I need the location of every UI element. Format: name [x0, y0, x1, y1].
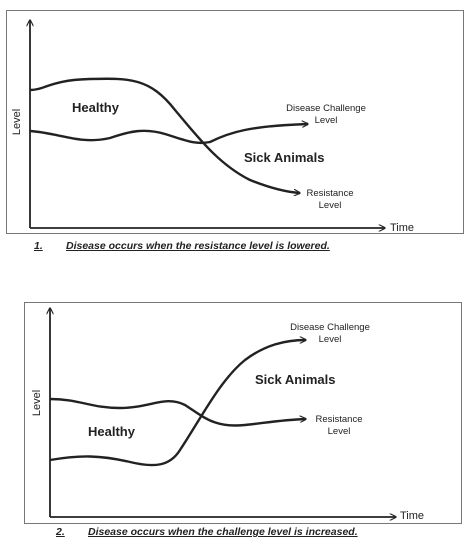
diagram-1-resistance-label-line1: Resistance [306, 188, 354, 199]
diagram-1-caption-text: Disease occurs when the resistance level… [66, 240, 330, 252]
diagram-2-challenge-label-line1: Disease Challenge [290, 322, 370, 333]
diagram-2-caption-number: 2. [56, 526, 65, 538]
diagram-2-resistance-label: Resistance Level [309, 414, 369, 438]
diagram-2-caption-text: Disease occurs when the challenge level … [88, 526, 358, 538]
diagram-1-challenge-curve [29, 124, 308, 145]
diagram-1-x-axis-label: Time [390, 222, 415, 234]
diagram-2-caption: 2. Disease occurs when the challenge leve… [56, 526, 358, 538]
diagram-1-frame [6, 10, 464, 234]
diagram-2-sick-label: Sick Animals [255, 372, 336, 387]
diagram-1-caption: 1. Disease occurs when the resistance lev… [34, 240, 330, 252]
diagram-2-resistance-curve [49, 397, 306, 427]
diagram-2-challenge-curve [49, 340, 306, 467]
diagram-1-caption-number: 1. [34, 240, 43, 252]
diagram-2-resistance-label-line2: Level [327, 426, 351, 437]
diagram-1-challenge-label: Disease Challenge Level [276, 103, 376, 127]
diagram-2-x-axis-label: Time [400, 510, 425, 522]
diagram-1-resistance-label-line2: Level [318, 200, 342, 211]
diagram-1-y-axis-label: Level [11, 108, 24, 136]
diagram-1-healthy-label: Healthy [72, 100, 119, 115]
diagram-1-challenge-label-line1: Disease Challenge [286, 103, 366, 114]
diagram-2-resistance-label-line1: Resistance [315, 414, 363, 425]
diagram-1-resistance-curve [29, 77, 300, 193]
diagram-1-sick-label: Sick Animals [244, 150, 325, 165]
diagram-1-challenge-label-line2: Level [314, 115, 338, 126]
diagram-2-y-axis-label: Level [31, 389, 44, 417]
diagram-1-resistance-label: Resistance Level [300, 188, 360, 212]
diagram-2-healthy-label: Healthy [88, 424, 135, 439]
diagram-2-challenge-label-line2: Level [318, 334, 342, 345]
diagram-2-challenge-label: Disease Challenge Level [280, 322, 380, 346]
diagram-2-frame [24, 302, 462, 524]
